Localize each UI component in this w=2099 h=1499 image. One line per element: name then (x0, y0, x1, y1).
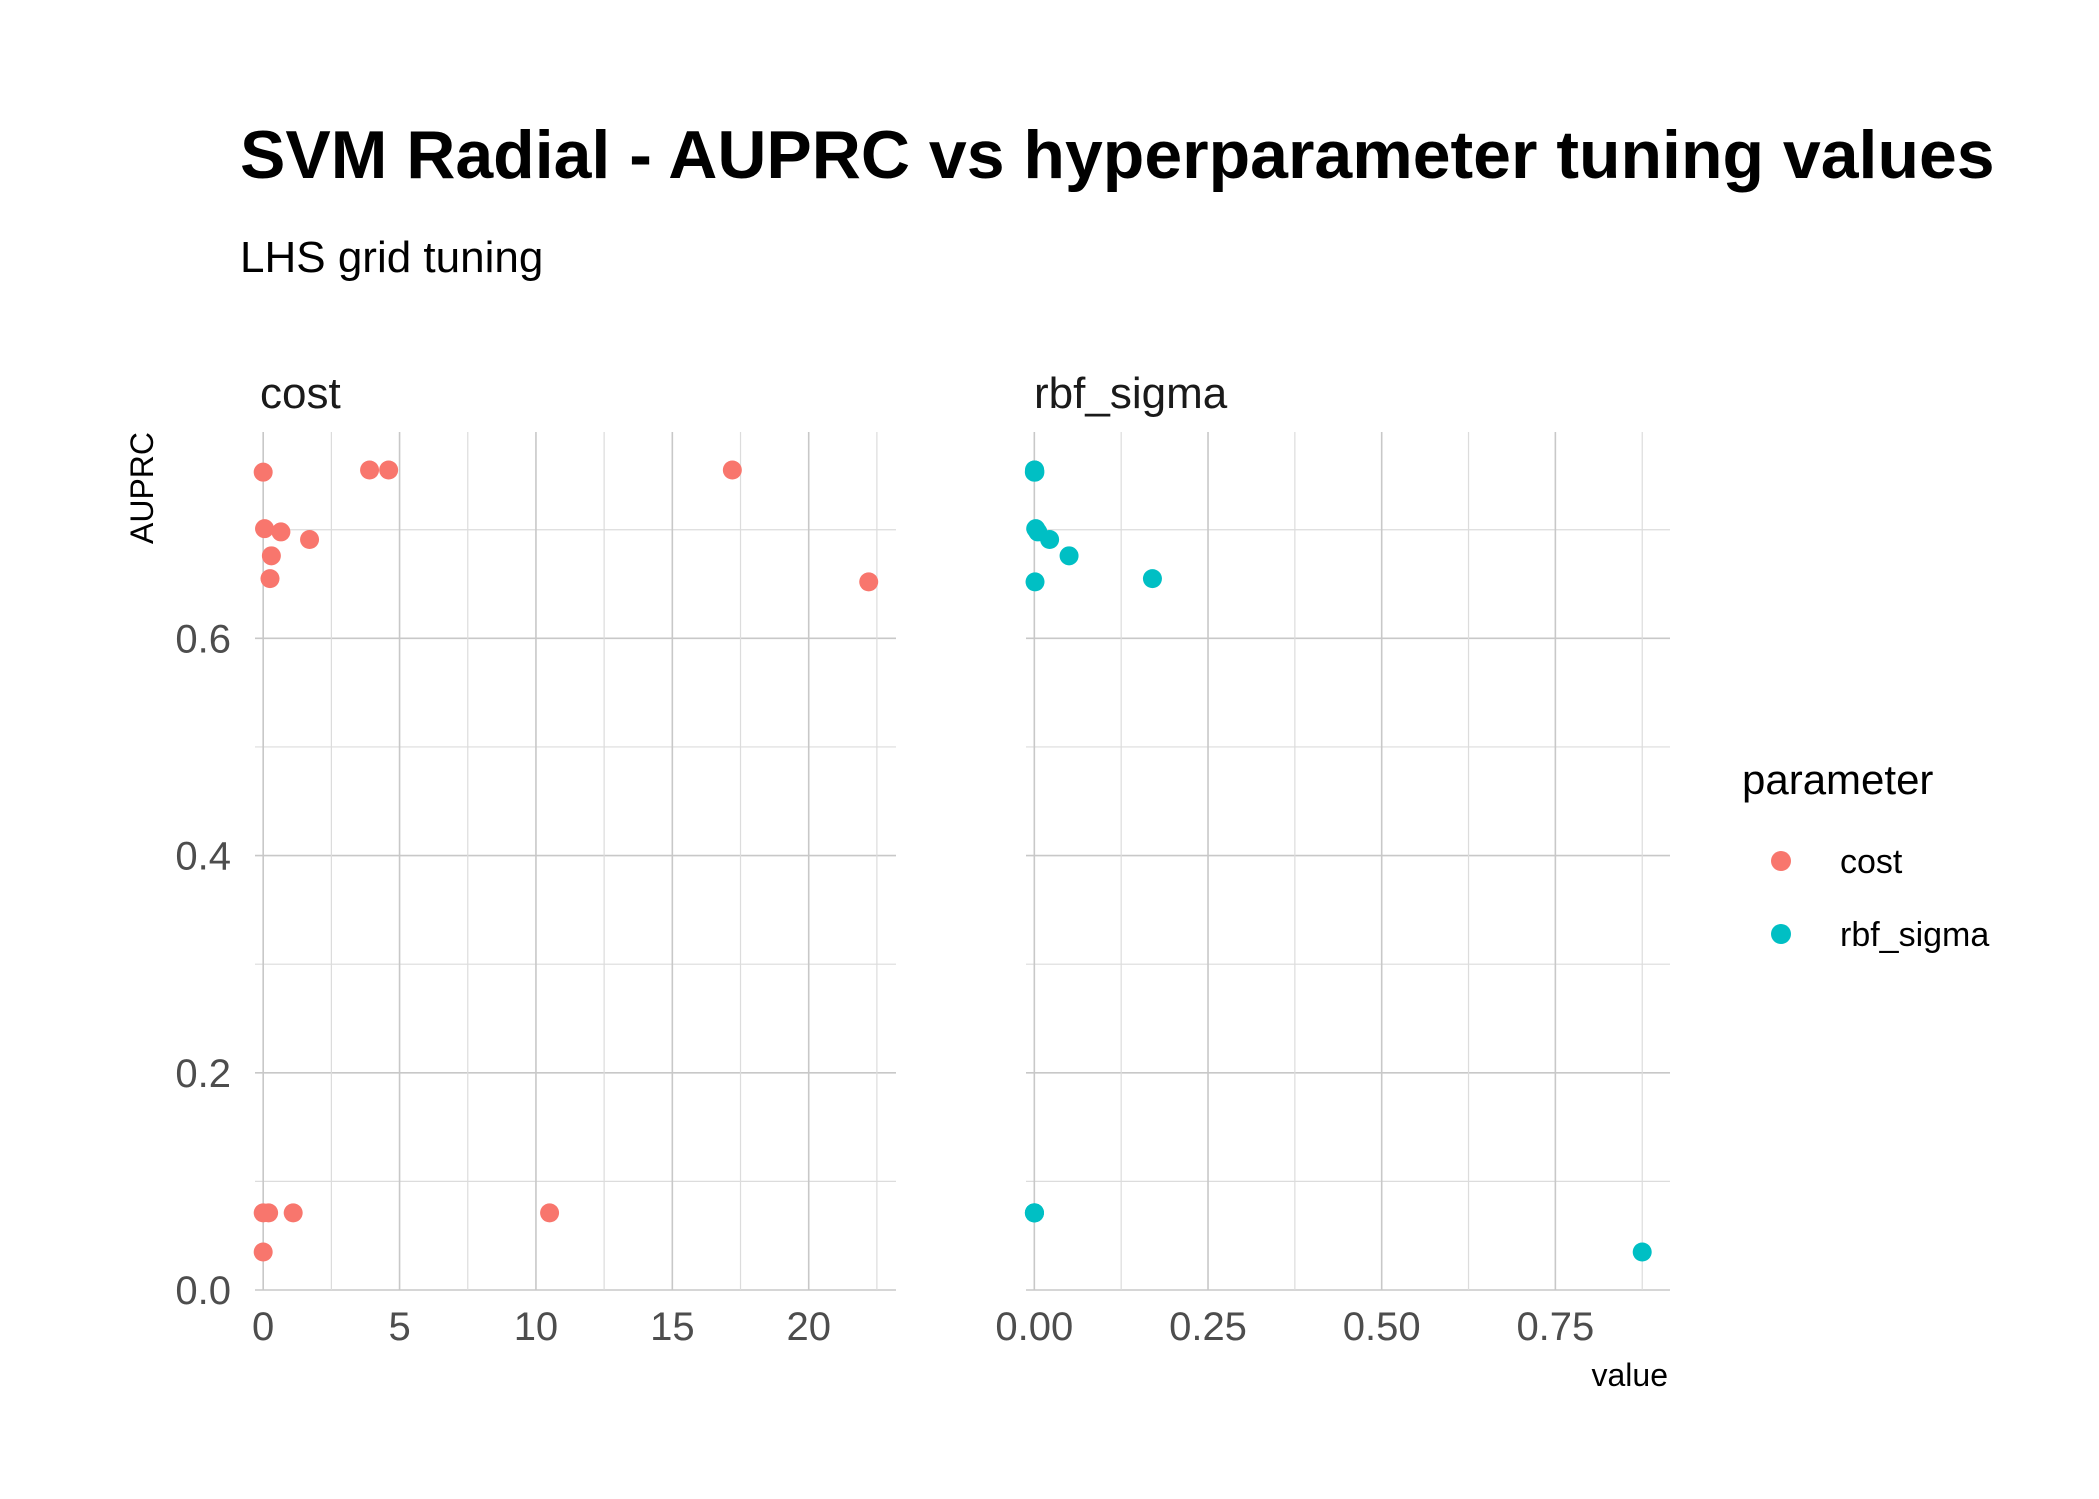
data-point-cost (283, 1203, 303, 1223)
data-point-rbf-sigma (1025, 572, 1045, 592)
legend: parameter cost rbf_sigma (1742, 756, 1989, 954)
y-tick-label: 0.4 (175, 835, 231, 879)
x-tick-label: 0.75 (1516, 1305, 1594, 1349)
x-tick-label: 20 (786, 1305, 831, 1349)
facet-strip-cost: cost (260, 369, 341, 418)
data-point-cost (253, 462, 273, 482)
data-point-rbf-sigma (1059, 546, 1079, 566)
x-tick-label: 15 (650, 1305, 695, 1349)
data-point-rbf-sigma (1142, 569, 1162, 589)
data-point-cost (253, 1242, 273, 1262)
data-point-cost (255, 519, 275, 539)
legend-key-cost (1771, 851, 1791, 871)
x-axis-title: value (1592, 1357, 1669, 1393)
legend-title: parameter (1742, 756, 1933, 803)
x-tick-label: 0.00 (995, 1305, 1073, 1349)
chart-title: SVM Radial - AUPRC vs hyperparameter tun… (240, 117, 1995, 193)
x-tick-label: 0.50 (1343, 1305, 1421, 1349)
y-tick-label: 0.6 (175, 617, 231, 661)
data-point-cost (722, 460, 742, 480)
data-point-cost (360, 460, 380, 480)
data-point-cost (540, 1203, 560, 1223)
data-point-cost (379, 460, 399, 480)
data-point-rbf-sigma (1040, 530, 1060, 550)
legend-key-rbf-sigma (1771, 924, 1791, 944)
data-point-cost (300, 530, 320, 550)
x-tick-label: 10 (514, 1305, 559, 1349)
data-point-cost (260, 569, 280, 589)
data-point-cost (261, 546, 281, 566)
data-point-cost (859, 572, 879, 592)
facet-strip-rbf-sigma: rbf_sigma (1034, 369, 1228, 418)
y-axis-title: AUPRC (124, 432, 160, 544)
legend-label-cost: cost (1840, 843, 1903, 881)
chart-subtitle: LHS grid tuning (240, 233, 543, 282)
panel-cost: 0 5 10 15 20 0.0 0.2 0.4 0.6 (175, 432, 896, 1349)
panel-rbf-sigma: 0.00 0.25 0.50 0.75 (995, 432, 1670, 1349)
data-point-rbf-sigma (1632, 1242, 1652, 1262)
y-tick-label: 0.0 (175, 1269, 231, 1313)
x-tick-label: 0 (252, 1305, 274, 1349)
x-tick-label: 0.25 (1169, 1305, 1247, 1349)
data-point-rbf-sigma (1025, 1203, 1045, 1223)
y-tick-label: 0.2 (175, 1052, 231, 1096)
legend-label-rbf-sigma: rbf_sigma (1840, 916, 1989, 954)
data-point-cost (271, 522, 291, 542)
data-point-cost (259, 1203, 279, 1223)
x-tick-label: 5 (388, 1305, 410, 1349)
data-point-rbf-sigma (1024, 462, 1044, 482)
